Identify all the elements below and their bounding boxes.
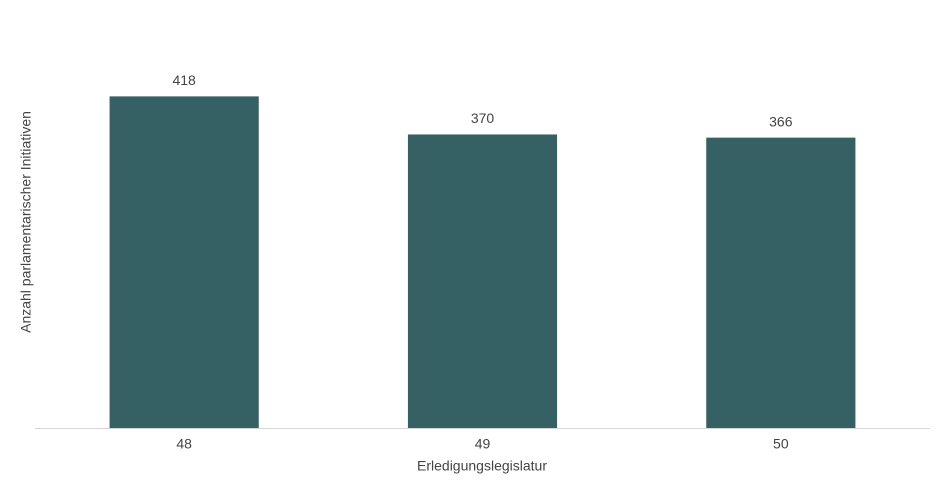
x-tick-label: 49	[475, 436, 491, 452]
bar	[706, 137, 856, 428]
x-tick-label: 50	[773, 436, 789, 452]
x-tick-label: 48	[176, 436, 192, 452]
y-axis-title: Anzahl parlamentarischer Initiativen	[18, 111, 34, 333]
bar	[109, 96, 259, 429]
data-label: 366	[769, 113, 793, 129]
data-label: 370	[471, 110, 495, 126]
data-label: 418	[172, 72, 196, 88]
x-axis-title: Erledigungslegislatur	[417, 458, 547, 474]
bar	[407, 134, 558, 428]
